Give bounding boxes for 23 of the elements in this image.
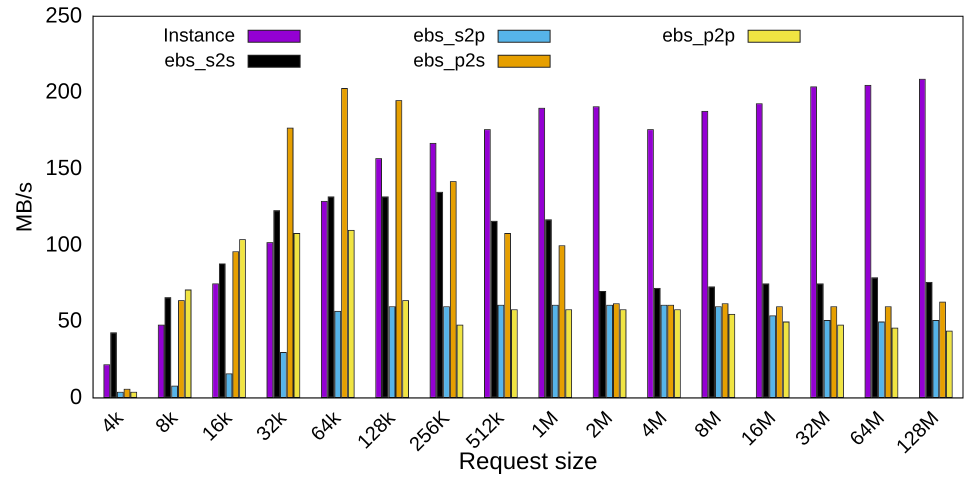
x-tick-label: 8k <box>152 406 183 438</box>
y-tick-label: 250 <box>45 2 82 28</box>
y-tick-label: 200 <box>45 78 82 104</box>
legend-label: ebs_p2s <box>413 50 486 72</box>
x-tick-label: 64M <box>846 407 889 450</box>
x-tick-label: 4k <box>97 406 128 438</box>
legend-label: ebs_s2p <box>413 25 486 46</box>
x-tick-label: 64k <box>306 406 346 446</box>
y-axis-title: MB/s <box>11 182 36 232</box>
y-tick-label: 100 <box>45 231 82 256</box>
legend-label: ebs_p2p <box>662 25 736 46</box>
legend-label: ebs_s2s <box>164 50 236 72</box>
legend-label: Instance <box>163 25 236 46</box>
y-tick-label: 0 <box>70 384 82 409</box>
x-tick-label: 8M <box>690 407 726 442</box>
y-tick-label: 50 <box>58 308 82 333</box>
x-tick-label: 16k <box>198 406 238 446</box>
x-tick-label: 2M <box>582 407 618 442</box>
x-tick-label: 4M <box>636 407 672 442</box>
x-tick-label: 32k <box>252 406 292 446</box>
y-tick-label: 150 <box>45 154 82 180</box>
x-tick-label: 1M <box>527 407 563 442</box>
x-axis-title: Request size <box>458 448 598 476</box>
